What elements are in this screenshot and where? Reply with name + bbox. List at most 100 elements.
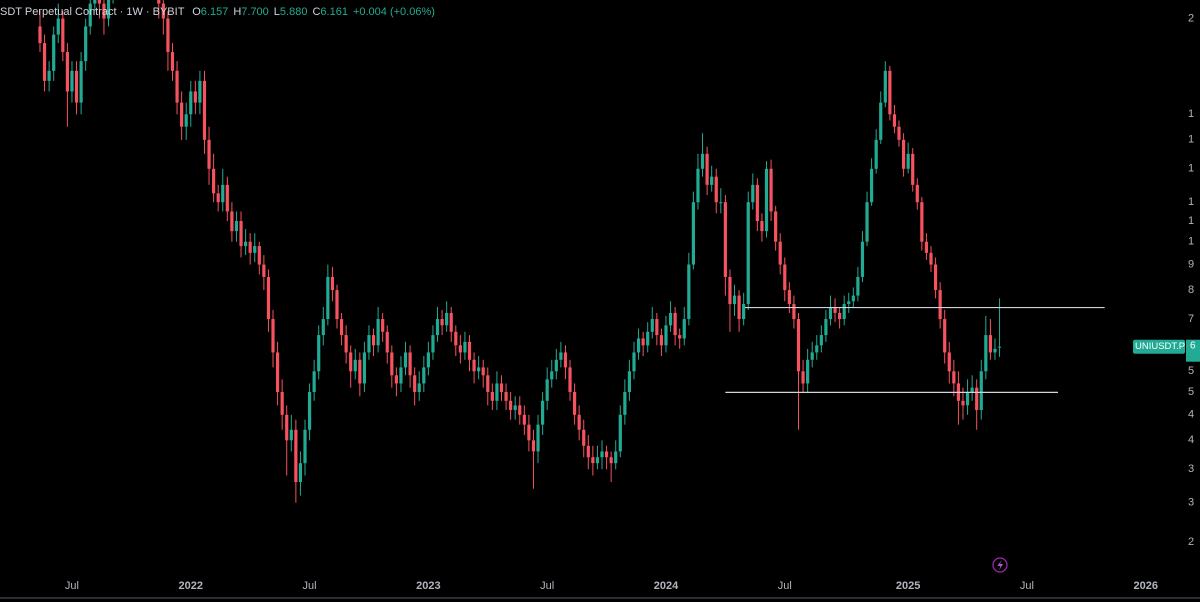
candle-body: [623, 391, 627, 415]
x-tick-label: 2022: [179, 580, 203, 592]
candle-body: [522, 414, 526, 425]
candle-body: [84, 26, 88, 62]
candle-body: [376, 319, 380, 346]
candle-body: [344, 335, 348, 353]
candle-body: [700, 153, 705, 169]
candle-body: [554, 359, 558, 372]
candle-body: [399, 367, 403, 384]
candle-body: [901, 139, 906, 169]
candle-body: [440, 319, 444, 326]
candle-body: [746, 202, 750, 305]
candle-body: [897, 126, 901, 140]
y-tick-label: 3: [1188, 463, 1194, 475]
symbol-badge-bg: [1133, 339, 1185, 354]
y-tick-label: 8: [1188, 284, 1194, 296]
candle-body: [728, 276, 732, 305]
candle-body: [454, 331, 458, 346]
candle-body: [911, 153, 915, 185]
candle-body: [193, 91, 197, 103]
candle-body: [947, 352, 951, 372]
candle-body: [796, 319, 801, 372]
candle-body: [307, 391, 312, 430]
candle-body: [961, 400, 965, 406]
price-tag-bg: [1186, 339, 1200, 362]
candle-body: [257, 246, 261, 265]
candle-body: [381, 319, 385, 332]
candle-body: [778, 241, 782, 265]
candle-body: [545, 379, 549, 401]
candle-body: [289, 429, 293, 441]
candle-body: [102, 3, 106, 19]
candle-body: [221, 184, 225, 203]
candle-body: [943, 319, 947, 353]
y-tick-label: 1: [1188, 236, 1194, 248]
candle-body: [997, 346, 1002, 348]
candle-body: [170, 51, 175, 71]
candle-body: [933, 264, 938, 291]
candle-body: [225, 184, 229, 212]
y-tick-label: 1: [1188, 215, 1194, 227]
candle-body: [568, 367, 572, 392]
candle-body: [828, 306, 833, 320]
candle-body: [979, 371, 983, 411]
y-tick-label: 1: [1188, 196, 1194, 208]
candle-body: [486, 375, 490, 392]
candle-body: [426, 352, 430, 368]
candle-body: [362, 352, 367, 384]
candle-body: [294, 429, 298, 483]
price-tag: 6: [1190, 340, 1196, 351]
candle-body: [417, 383, 421, 392]
candle-body: [792, 304, 796, 320]
candle-body: [751, 184, 755, 203]
candle-body: [527, 424, 531, 441]
candle-body: [920, 202, 924, 242]
candle-body: [353, 359, 357, 372]
candle-body: [56, 18, 60, 35]
candle-body: [636, 338, 641, 353]
candle-body: [600, 451, 604, 458]
candle-body: [212, 168, 216, 194]
candle-body: [815, 345, 819, 353]
candle-body: [504, 391, 508, 401]
candle-body: [742, 304, 746, 320]
candle-body: [970, 387, 974, 392]
candle-body: [646, 331, 650, 346]
candle-body: [207, 139, 211, 169]
ohlc-name: O: [192, 6, 201, 18]
candle-body: [79, 61, 83, 103]
candle-body: [883, 70, 887, 103]
candle-body: [244, 241, 248, 247]
ohlc-value: 6.161: [320, 6, 348, 18]
ohlc-name: C: [312, 6, 320, 18]
y-tick-label: 9: [1188, 258, 1194, 270]
candle-body: [696, 168, 700, 203]
ohlc-name: L: [274, 6, 280, 18]
candle-body: [541, 400, 545, 425]
candle-body: [495, 383, 499, 401]
candle-body: [280, 391, 284, 415]
candle-body: [755, 184, 759, 222]
candle-body: [810, 352, 814, 360]
candle-body: [819, 335, 823, 346]
y-tick-label: 5: [1188, 365, 1194, 377]
candle-body: [312, 371, 316, 392]
candle-body: [335, 290, 339, 320]
candle-body: [865, 202, 869, 242]
alert-icon[interactable]: [992, 557, 1008, 573]
candle-body: [764, 168, 769, 232]
candle-body: [659, 335, 664, 346]
candle-body: [70, 70, 74, 92]
candle-body: [394, 375, 398, 384]
candle-body: [472, 359, 476, 372]
candle-body: [253, 246, 257, 253]
candle-body: [285, 414, 289, 441]
x-tick-label: Jul: [540, 580, 554, 592]
candle-body: [298, 463, 303, 483]
candle-body: [106, 0, 111, 19]
candle-body: [842, 304, 846, 320]
candle-body: [202, 80, 207, 140]
candle-body: [938, 290, 942, 320]
candle-body: [833, 306, 837, 313]
candle-body: [47, 70, 51, 81]
candle-body: [952, 371, 956, 384]
